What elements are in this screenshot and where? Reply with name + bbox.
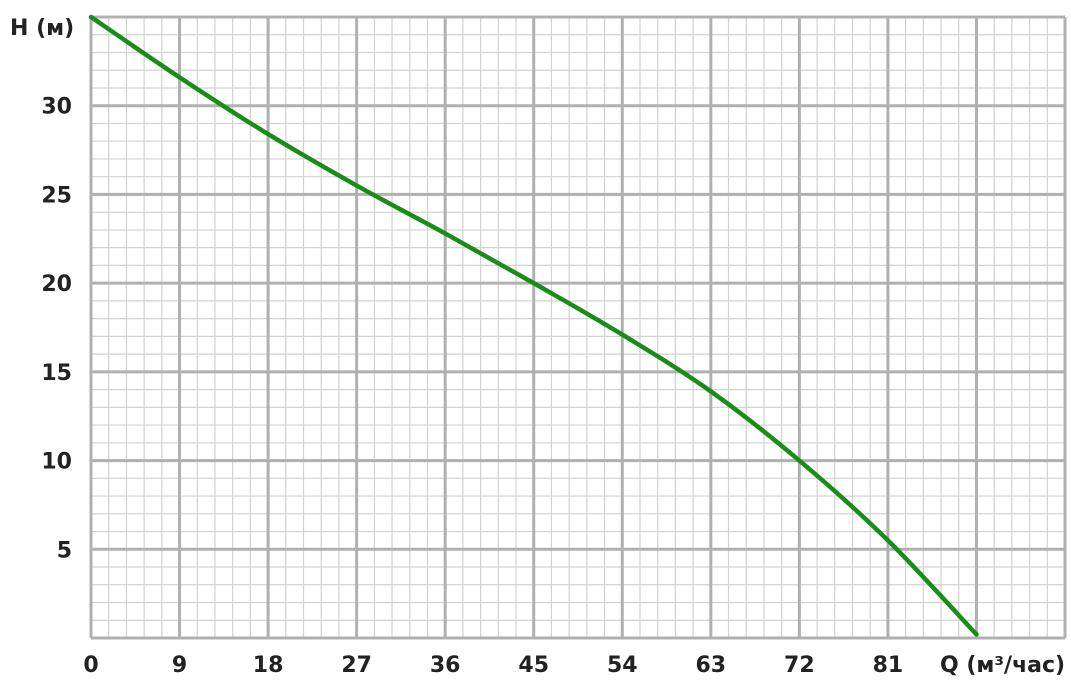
- y-tick-label: 10: [41, 450, 72, 475]
- x-tick-label: 63: [696, 653, 727, 678]
- y-tick-label: 15: [41, 361, 72, 386]
- x-tick-label: 72: [784, 653, 815, 678]
- x-tick-label: 18: [253, 653, 284, 678]
- x-tick-label: 54: [607, 653, 638, 678]
- y-axis-label: H (м): [10, 16, 74, 41]
- x-tick-label: 9: [172, 653, 187, 678]
- x-tick-label: 45: [518, 653, 549, 678]
- x-tick-label: 81: [873, 653, 904, 678]
- x-axis-label: Q (м³/час): [940, 653, 1065, 678]
- x-tick-label: 27: [341, 653, 372, 678]
- y-tick-label: 20: [41, 272, 72, 297]
- curve-layer: [88, 14, 979, 637]
- y-tick-label: 30: [41, 95, 72, 120]
- tick-labels: 0 9 18 27 36 45 54 63 72 81 5 10 15 20 25 30: [41, 95, 903, 678]
- minor-grid: [91, 17, 1065, 638]
- major-grid: [89, 15, 1067, 640]
- y-tick-label: 5: [57, 538, 72, 563]
- x-tick-label: 36: [430, 653, 461, 678]
- x-tick-label: 0: [83, 653, 98, 678]
- y-tick-label: 25: [41, 183, 72, 208]
